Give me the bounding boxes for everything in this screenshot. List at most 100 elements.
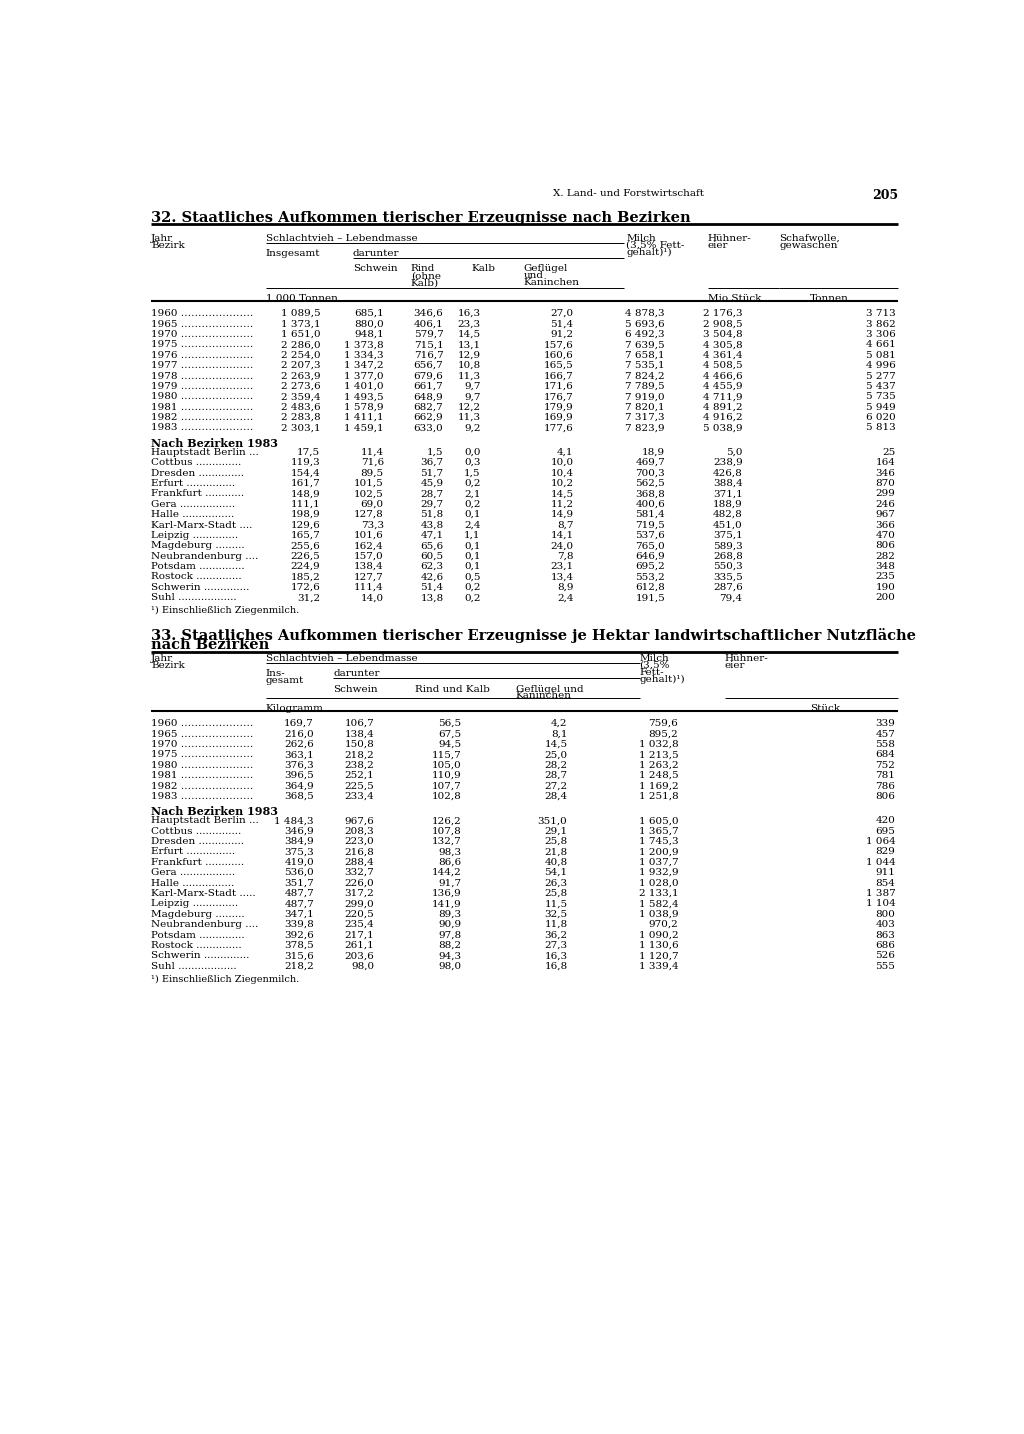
Text: 487,7: 487,7	[285, 889, 314, 898]
Text: 7 820,1: 7 820,1	[626, 403, 665, 412]
Text: 1 484,3: 1 484,3	[274, 816, 314, 825]
Text: Insgesamt: Insgesamt	[266, 250, 321, 258]
Text: 2 286,0: 2 286,0	[281, 340, 321, 350]
Text: Potsdam ..............: Potsdam ..............	[152, 562, 245, 571]
Text: 127,7: 127,7	[354, 572, 384, 581]
Text: 0,1: 0,1	[464, 562, 480, 571]
Text: 661,7: 661,7	[414, 381, 443, 391]
Text: gesamt: gesamt	[266, 675, 304, 685]
Text: 1 037,7: 1 037,7	[639, 858, 678, 866]
Text: 1982 …………………: 1982 …………………	[152, 413, 254, 422]
Text: 1 373,8: 1 373,8	[344, 340, 384, 350]
Text: (3,5%: (3,5%	[640, 661, 670, 670]
Text: 161,7: 161,7	[291, 479, 321, 488]
Text: 1 578,9: 1 578,9	[344, 403, 384, 412]
Text: Schlachtvieh – Lebendmasse: Schlachtvieh – Lebendmasse	[266, 234, 418, 242]
Text: Erfurt ...............: Erfurt ...............	[152, 847, 236, 856]
Text: 138,4: 138,4	[354, 562, 384, 571]
Text: 89,5: 89,5	[360, 469, 384, 478]
Text: 880,0: 880,0	[354, 320, 384, 328]
Text: gewaschen: gewaschen	[779, 241, 838, 250]
Text: 11,5: 11,5	[545, 899, 567, 908]
Text: 13,1: 13,1	[458, 340, 480, 350]
Text: 1976 …………………: 1976 …………………	[152, 351, 254, 360]
Text: 4 455,9: 4 455,9	[702, 381, 742, 391]
Text: 1965 …………………: 1965 …………………	[152, 730, 254, 739]
Text: 7 535,1: 7 535,1	[626, 361, 665, 370]
Text: 829: 829	[876, 847, 895, 856]
Text: Ins-: Ins-	[266, 670, 286, 678]
Text: 13,4: 13,4	[551, 572, 573, 581]
Text: 682,7: 682,7	[414, 403, 443, 412]
Text: 51,4: 51,4	[551, 320, 573, 328]
Text: 129,6: 129,6	[291, 521, 321, 529]
Text: 5 081: 5 081	[865, 351, 895, 360]
Text: 662,9: 662,9	[414, 413, 443, 422]
Text: 1 064: 1 064	[865, 837, 895, 846]
Text: 185,2: 185,2	[291, 572, 321, 581]
Text: eier: eier	[725, 661, 745, 670]
Text: 65,6: 65,6	[420, 541, 443, 551]
Text: 526: 526	[876, 951, 895, 961]
Text: Frankfurt ............: Frankfurt ............	[152, 858, 245, 866]
Text: 98,3: 98,3	[438, 847, 461, 856]
Text: 388,4: 388,4	[713, 479, 742, 488]
Text: 132,7: 132,7	[431, 837, 461, 846]
Text: Magdeburg .........: Magdeburg .........	[152, 909, 245, 919]
Text: 25,8: 25,8	[545, 889, 567, 898]
Text: 165,7: 165,7	[291, 531, 321, 539]
Text: 2 483,6: 2 483,6	[281, 403, 321, 412]
Text: 51,7: 51,7	[420, 469, 443, 478]
Text: 7 639,5: 7 639,5	[626, 340, 665, 350]
Text: nach Bezirken: nach Bezirken	[152, 638, 269, 652]
Text: 612,8: 612,8	[635, 582, 665, 592]
Text: ¹) Einschließlich Ziegenmilch.: ¹) Einschließlich Ziegenmilch.	[152, 975, 299, 984]
Text: 98,0: 98,0	[438, 962, 461, 971]
Text: gehalt)¹): gehalt)¹)	[640, 674, 685, 684]
Text: 1,5: 1,5	[464, 469, 480, 478]
Text: 4 508,5: 4 508,5	[702, 361, 742, 370]
Text: 384,9: 384,9	[285, 837, 314, 846]
Text: 0,2: 0,2	[464, 582, 480, 592]
Text: 32. Staatliches Aufkommen tierischer Erzeugnisse nach Bezirken: 32. Staatliches Aufkommen tierischer Erz…	[152, 211, 691, 225]
Text: Rind und Kalb: Rind und Kalb	[415, 684, 489, 694]
Text: 581,4: 581,4	[635, 511, 665, 519]
Text: 216,0: 216,0	[285, 730, 314, 739]
Text: 368,5: 368,5	[285, 792, 314, 802]
Text: Rostock ..............: Rostock ..............	[152, 572, 242, 581]
Text: Schafwolle,: Schafwolle,	[779, 234, 840, 242]
Text: 376,3: 376,3	[285, 761, 314, 770]
Text: 94,3: 94,3	[438, 951, 461, 961]
Text: 2 133,1: 2 133,1	[639, 889, 678, 898]
Text: 679,6: 679,6	[414, 371, 443, 380]
Text: 366: 366	[876, 521, 895, 529]
Text: 347,1: 347,1	[285, 909, 314, 919]
Text: 25,0: 25,0	[545, 750, 567, 760]
Text: 396,5: 396,5	[285, 771, 314, 780]
Text: Dresden ..............: Dresden ..............	[152, 837, 245, 846]
Text: 469,7: 469,7	[635, 457, 665, 467]
Text: Rind: Rind	[411, 264, 435, 274]
Text: 16,3: 16,3	[458, 310, 480, 318]
Text: 10,2: 10,2	[551, 479, 573, 488]
Text: 33. Staatliches Aufkommen tierischer Erzeugnisse je Hektar landwirtschaftlicher : 33. Staatliches Aufkommen tierischer Erz…	[152, 628, 916, 642]
Text: 1 365,7: 1 365,7	[639, 826, 678, 836]
Text: Geflügel: Geflügel	[523, 264, 567, 274]
Text: 171,6: 171,6	[544, 381, 573, 391]
Text: (3,5% Fett-: (3,5% Fett-	[627, 241, 685, 250]
Text: 23,1: 23,1	[551, 562, 573, 571]
Text: 9,7: 9,7	[464, 381, 480, 391]
Text: X. Land- und Forstwirtschaft: X. Land- und Forstwirtschaft	[553, 189, 703, 198]
Text: 252,1: 252,1	[345, 771, 375, 780]
Text: 126,2: 126,2	[431, 816, 461, 825]
Text: 348: 348	[876, 562, 895, 571]
Text: 1979 …………………: 1979 …………………	[152, 381, 254, 391]
Text: Suhl ..................: Suhl ..................	[152, 962, 237, 971]
Text: 1 263,2: 1 263,2	[639, 761, 678, 770]
Text: 60,5: 60,5	[420, 552, 443, 561]
Text: 105,0: 105,0	[431, 761, 461, 770]
Text: 715,1: 715,1	[414, 340, 443, 350]
Text: 339,8: 339,8	[285, 921, 314, 929]
Text: 217,1: 217,1	[345, 931, 375, 939]
Text: 299,0: 299,0	[345, 899, 375, 908]
